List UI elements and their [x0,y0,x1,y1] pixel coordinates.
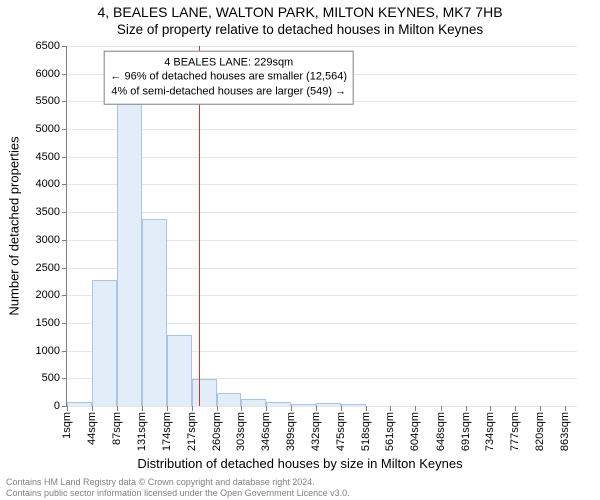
histogram-bar [92,280,117,406]
x-axis-label: Distribution of detached houses by size … [0,456,600,471]
ytick-label: 2000 [20,289,60,301]
xtick-mark [266,406,267,411]
xtick-mark [390,406,391,411]
ytick-label: 4000 [20,178,60,190]
gridline-h [67,212,577,213]
histogram-bar [266,402,291,406]
xtick-label: 346sqm [260,412,272,451]
xtick-label: 777sqm [509,412,521,451]
xtick-label: 475sqm [335,412,347,451]
gridline-h [67,129,577,130]
ytick-mark [62,240,67,241]
annotation-line-2: ← 96% of detached houses are smaller (12… [110,70,347,85]
ytick-label: 6000 [20,68,60,80]
xtick-mark [92,406,93,411]
gridline-h [67,46,577,47]
ytick-mark [62,46,67,47]
xtick-mark [441,406,442,411]
ytick-label: 4500 [20,151,60,163]
ytick-mark [62,268,67,269]
histogram-bar [117,97,142,406]
xtick-mark [291,406,292,411]
ytick-label: 0 [20,400,60,412]
xtick-label: 518sqm [360,412,372,451]
chart-title-address: 4, BEALES LANE, WALTON PARK, MILTON KEYN… [0,4,600,20]
gridline-h [67,157,577,158]
histogram-bar [241,399,266,406]
ytick-mark [62,74,67,75]
ytick-mark [62,101,67,102]
chart-plot-area: 4 BEALES LANE: 229sqm← 96% of detached h… [66,46,577,407]
footer-line-2: Contains public sector information licen… [6,488,350,498]
ytick-label: 1500 [20,317,60,329]
ytick-mark [62,323,67,324]
xtick-label: 648sqm [435,412,447,451]
ytick-label: 3500 [20,206,60,218]
xtick-mark [241,406,242,411]
xtick-mark [67,406,68,411]
gridline-h [67,406,577,407]
xtick-label: 131sqm [136,412,148,451]
histogram-bar [316,403,341,406]
xtick-label: 561sqm [384,412,396,451]
xtick-mark [565,406,566,411]
xtick-label: 389sqm [285,412,297,451]
histogram-bar [167,335,192,406]
xtick-label: 1sqm [61,412,73,439]
chart-footer: Contains HM Land Registry data © Crown c… [6,477,350,498]
annotation-box: 4 BEALES LANE: 229sqm← 96% of detached h… [103,50,354,105]
ytick-label: 1000 [20,345,60,357]
gridline-h [67,184,577,185]
xtick-label: 217sqm [186,412,198,451]
ytick-mark [62,157,67,158]
ytick-mark [62,295,67,296]
histogram-bar [291,404,316,406]
ytick-label: 2500 [20,262,60,274]
xtick-label: 174sqm [161,412,173,451]
xtick-mark [117,406,118,411]
ytick-label: 5500 [20,95,60,107]
xtick-mark [316,406,317,411]
histogram-bar [217,393,242,406]
ytick-label: 6500 [20,40,60,52]
footer-line-1: Contains HM Land Registry data © Crown c… [6,477,350,487]
xtick-mark [341,406,342,411]
ytick-label: 5000 [20,123,60,135]
ytick-mark [62,129,67,130]
xtick-label: 604sqm [409,412,421,451]
xtick-mark [540,406,541,411]
xtick-label: 820sqm [534,412,546,451]
xtick-mark [192,406,193,411]
xtick-label: 260sqm [211,412,223,451]
annotation-line-1: 4 BEALES LANE: 229sqm [110,55,347,70]
xtick-mark [466,406,467,411]
annotation-line-3: 4% of semi-detached houses are larger (5… [110,85,347,100]
ytick-mark [62,184,67,185]
xtick-mark [142,406,143,411]
chart-subtitle: Size of property relative to detached ho… [0,22,600,37]
xtick-label: 734sqm [484,412,496,451]
histogram-bar [341,404,366,406]
ytick-label: 500 [20,372,60,384]
xtick-label: 863sqm [559,412,571,451]
ytick-mark [62,378,67,379]
xtick-label: 303sqm [235,412,247,451]
histogram-bar [192,379,217,406]
xtick-label: 44sqm [86,412,98,445]
xtick-mark [415,406,416,411]
xtick-mark [515,406,516,411]
xtick-label: 87sqm [111,412,123,445]
xtick-mark [366,406,367,411]
xtick-label: 691sqm [460,412,472,451]
xtick-label: 432sqm [310,412,322,451]
ytick-mark [62,212,67,213]
xtick-mark [167,406,168,411]
ytick-mark [62,351,67,352]
xtick-mark [490,406,491,411]
histogram-bar [142,219,167,406]
histogram-bar [67,402,92,406]
ytick-label: 3000 [20,234,60,246]
xtick-mark [217,406,218,411]
